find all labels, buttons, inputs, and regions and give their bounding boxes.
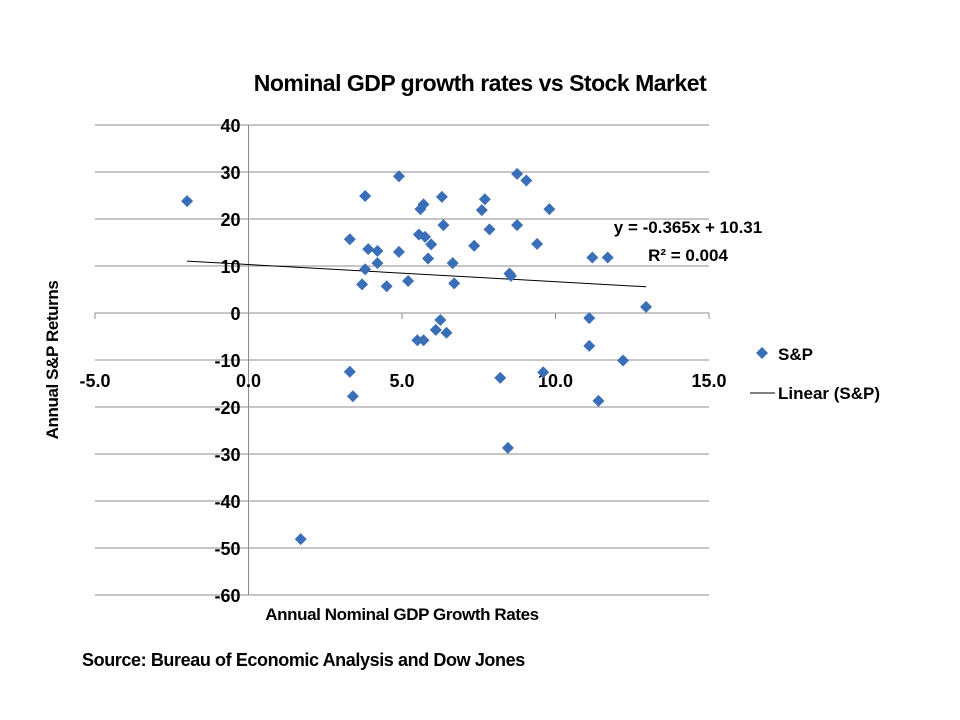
data-point (583, 339, 596, 352)
data-point (448, 277, 461, 290)
data-point (586, 251, 599, 264)
data-point (417, 198, 430, 211)
trendline-r2: R² = 0.004 (648, 246, 728, 265)
source-note: Source: Bureau of Economic Analysis and … (82, 650, 525, 670)
y-tick-label: -60 (214, 586, 240, 606)
x-tick-label: 0.0 (236, 371, 261, 391)
data-point (411, 334, 424, 347)
legend-label-linear: Linear (S&P) (778, 384, 880, 403)
data-point (543, 203, 556, 216)
data-point (520, 174, 533, 187)
data-point (371, 257, 384, 270)
y-tick-label: 10 (220, 257, 240, 277)
data-point (371, 244, 384, 257)
y-tick-label: -50 (214, 539, 240, 559)
data-point (419, 230, 432, 243)
data-point (537, 366, 550, 379)
data-point (359, 263, 372, 276)
data-point (425, 238, 438, 251)
data-point (356, 278, 369, 291)
data-point (362, 243, 375, 256)
data-point (468, 239, 481, 252)
x-tick-label: 5.0 (389, 371, 414, 391)
data-point (483, 223, 496, 236)
data-point (494, 371, 507, 384)
y-tick-label: -20 (214, 398, 240, 418)
x-axis-title: Annual Nominal GDP Growth Rates (265, 605, 539, 624)
data-point (346, 390, 359, 403)
data-point (511, 219, 524, 232)
x-tick-label: 10.0 (538, 371, 573, 391)
legend-label-sp: S&P (778, 345, 813, 364)
data-point (402, 275, 415, 288)
chart-title: Nominal GDP growth rates vs Stock Market (253, 70, 707, 96)
data-point (359, 189, 372, 202)
x-tick-label: 15.0 (691, 371, 726, 391)
data-point (531, 237, 544, 250)
y-tick-label: -40 (214, 492, 240, 512)
data-point (422, 252, 435, 265)
y-axis-title: Annual S&P Returns (43, 281, 62, 440)
data-point (478, 193, 491, 206)
data-point (583, 312, 596, 325)
data-point (617, 354, 630, 367)
data-point (640, 300, 653, 313)
data-point (437, 219, 450, 232)
x-tick-label: -5.0 (79, 371, 110, 391)
data-point (475, 204, 488, 217)
data-point (601, 251, 614, 264)
data-point (592, 394, 605, 407)
data-point (440, 326, 453, 339)
data-point (501, 441, 514, 454)
data-point (446, 257, 459, 270)
y-tick-label: 20 (220, 210, 240, 230)
y-tick-label: 30 (220, 163, 240, 183)
data-point (343, 365, 356, 378)
data-point (417, 334, 430, 347)
data-point (504, 269, 517, 282)
data-point (434, 314, 447, 327)
data-point (511, 167, 524, 180)
legend-marker-sp (756, 347, 768, 359)
y-tick-label: 0 (230, 304, 240, 324)
data-point (392, 245, 405, 258)
data-point (380, 280, 393, 293)
data-point (435, 190, 448, 203)
y-tick-label: -30 (214, 445, 240, 465)
data-point (343, 233, 356, 246)
data-point (181, 195, 194, 208)
trendline (187, 260, 647, 288)
data-point (294, 533, 307, 546)
data-point (392, 170, 405, 183)
y-tick-label: -10 (214, 351, 240, 371)
y-tick-label: 40 (220, 116, 240, 136)
trendline-equation: y = -0.365x + 10.31 (614, 218, 762, 237)
data-point (429, 323, 442, 336)
